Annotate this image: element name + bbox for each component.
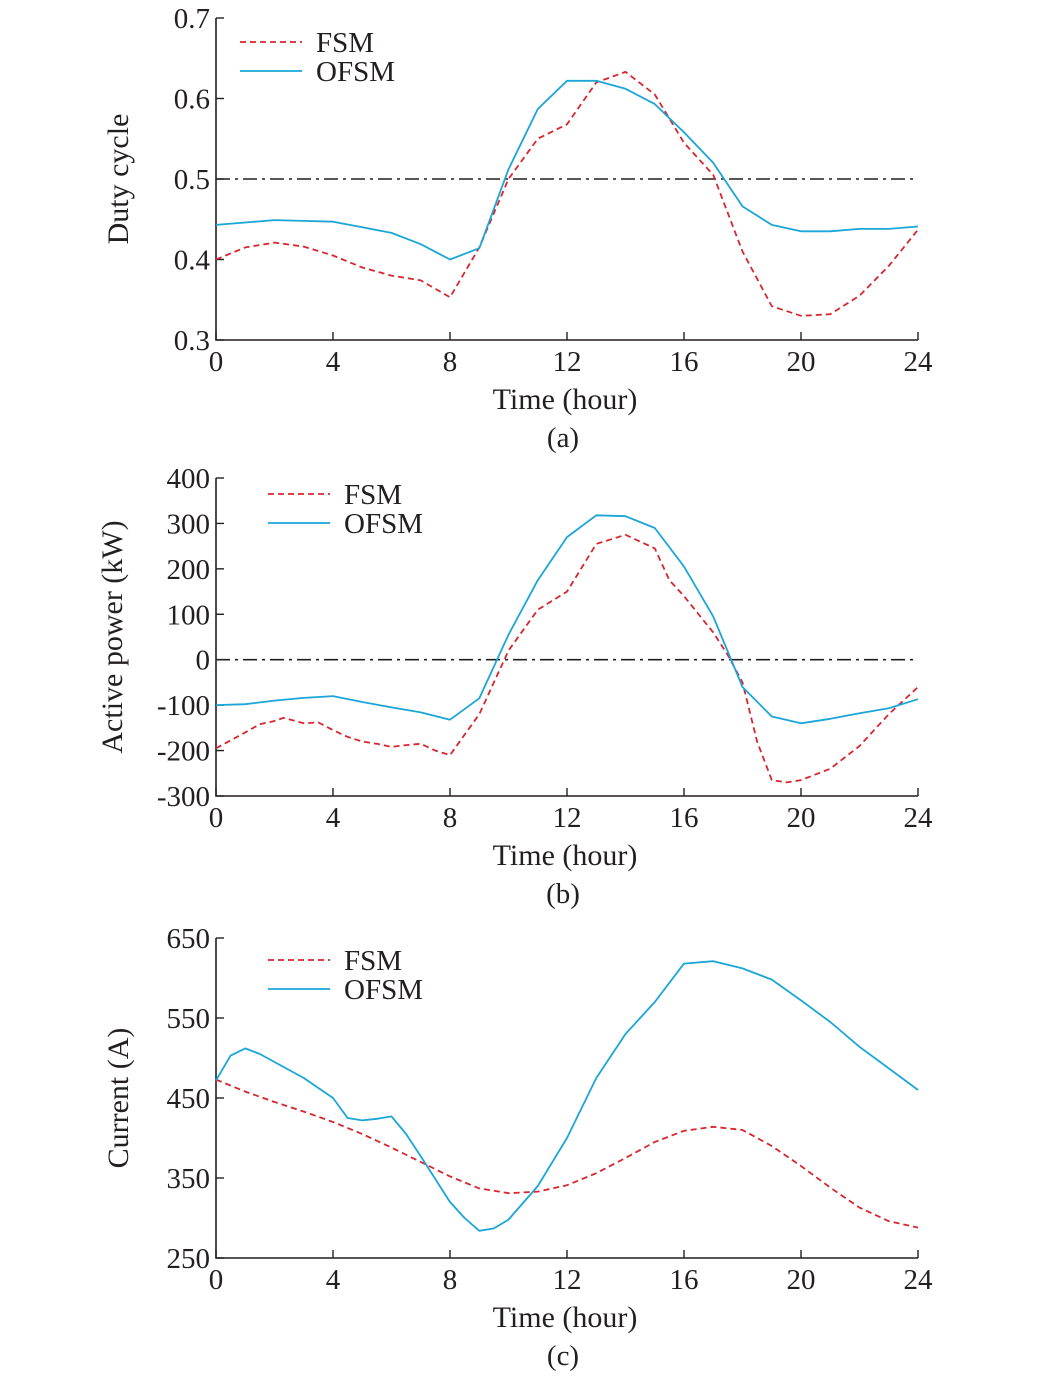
axes-frame: [215, 938, 918, 1259]
series-line-ofsm: [215, 960, 919, 1232]
series-line-ofsm: [215, 79, 919, 261]
axes-frame: [215, 478, 918, 797]
series-line-fsm: [215, 71, 919, 317]
series-line-fsm: [215, 1078, 919, 1229]
x-tick-label: 16: [670, 1264, 699, 1296]
panel-c-current: 0 4 8 12 16 20 24 250 350 450 550 650 Time (hour) Cur…: [102, 923, 933, 1372]
legend-label-fsm: FSM: [344, 945, 402, 977]
y-tick-label: 400: [167, 463, 211, 495]
x-tick-label: 0: [209, 1264, 224, 1296]
legend-label-fsm: FSM: [316, 27, 374, 59]
y-axis-label: Duty cycle: [102, 114, 135, 245]
y-tick-label: -200: [157, 736, 210, 768]
y-tick-label: 0.5: [174, 164, 210, 196]
y-tick-label: 250: [167, 1243, 211, 1275]
y-tick-label: 450: [167, 1083, 211, 1115]
legend-label-ofsm: OFSM: [344, 508, 423, 540]
y-tick-label: 0.6: [174, 84, 210, 116]
x-tick-label: 0: [209, 346, 224, 378]
x-axis-label: Time (hour): [493, 1301, 638, 1334]
x-tick-label: 24: [904, 1264, 934, 1296]
y-tick-label: 200: [167, 554, 211, 586]
panel-caption: (c): [547, 1340, 579, 1372]
y-tick-label: -100: [157, 690, 210, 722]
x-tick-label: 4: [326, 1264, 341, 1296]
legend-label-fsm: FSM: [344, 479, 402, 511]
x-tick-label: 16: [670, 802, 699, 834]
y-tick-label: 0.4: [174, 245, 211, 277]
x-tick-label: 24: [904, 802, 934, 834]
panel-caption: (a): [547, 422, 579, 454]
x-tick-label: 8: [443, 1264, 458, 1296]
x-tick-label: 24: [904, 346, 934, 378]
x-tick-label: 4: [326, 346, 341, 378]
x-tick-label: 12: [553, 802, 582, 834]
series-line-ofsm: [215, 514, 919, 725]
x-tick-label: 16: [670, 346, 699, 378]
y-tick-label: 0.3: [174, 325, 210, 357]
x-tick-label: 0: [209, 802, 224, 834]
legend-label-ofsm: OFSM: [316, 56, 395, 88]
y-tick-label: 650: [167, 923, 211, 955]
series-line-fsm: [215, 533, 919, 784]
y-axis-label: Current (A): [102, 1028, 135, 1169]
legend-label-ofsm: OFSM: [344, 974, 423, 1006]
x-tick-label: 20: [787, 1264, 816, 1296]
x-axis-label: Time (hour): [493, 383, 638, 416]
x-tick-label: 4: [326, 802, 341, 834]
x-tick-label: 20: [787, 346, 816, 378]
panel-caption: (b): [546, 878, 580, 910]
y-tick-label: 0: [196, 645, 211, 677]
x-tick-label: 12: [553, 346, 582, 378]
x-tick-label: 8: [443, 802, 458, 834]
x-tick-label: 12: [553, 1264, 582, 1296]
y-tick-label: 550: [167, 1003, 211, 1035]
y-tick-label: 300: [167, 508, 211, 540]
x-tick-label: 8: [443, 346, 458, 378]
x-axis-label: Time (hour): [493, 839, 638, 872]
y-tick-label: 0.7: [174, 3, 210, 35]
panel-b-active-power: 0 4 8 12 16 20 24 -300 -200 -100 0 100 200 300 400 Time…: [96, 463, 933, 910]
y-axis-label: Active power (kW): [96, 520, 129, 753]
panel-a-duty-cycle: 0 4 8 12 16 20 24 0.3 0.4 0.5 0.6 0.7 Time (hour) Dut…: [102, 3, 933, 454]
y-tick-label: 350: [167, 1163, 211, 1195]
y-tick-label: 100: [167, 599, 211, 631]
x-tick-label: 20: [787, 802, 816, 834]
y-tick-label: -300: [157, 781, 210, 813]
